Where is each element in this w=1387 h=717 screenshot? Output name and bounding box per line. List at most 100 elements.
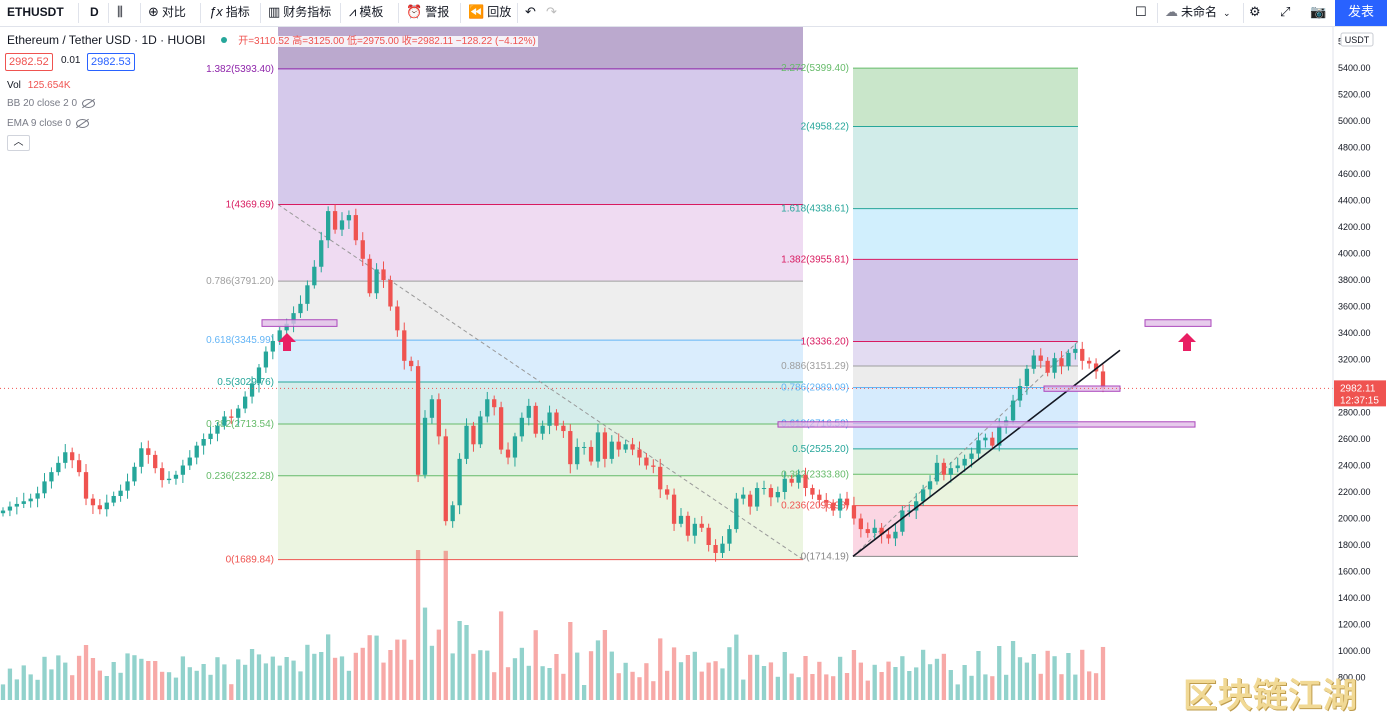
price-axis-tick: 3400.00 [1338,328,1371,338]
sell-price-box[interactable]: 2982.52 [5,53,53,71]
rewind-icon: ⏪ [468,4,485,19]
fx-icon: ƒx [209,4,223,19]
chart-style-button[interactable]: ⫼ [117,0,126,26]
candle-body [464,425,469,459]
candle-body [1100,371,1106,389]
volume-bar [844,673,850,700]
volume-bar [817,661,822,700]
toolbar-divider [1243,3,1244,23]
candle-body [837,498,843,511]
volume-bar [312,653,317,700]
candle-body [810,488,815,495]
currency-label: USDT [1345,35,1370,45]
price-axis-tick: 3800.00 [1338,275,1371,285]
candle-body [256,367,262,384]
fib-left-zone [278,340,803,383]
buy-price-box[interactable]: 2982.53 [87,53,135,71]
price-axis-tick: 2800.00 [1338,408,1371,418]
publish-button[interactable]: 发表 [1335,0,1387,26]
volume-bar [990,676,995,700]
financials-button[interactable]: ▥ 财务指标 [268,0,331,26]
bb-legend[interactable]: BB 20 close 2 0 [7,98,96,109]
chart-canvas[interactable]: 1.382(5393.40) 1(4369.69) 0.786(3791.20) 0.… [0,27,1387,708]
candle-body [782,478,787,492]
volume-bar [789,673,794,700]
volume-bar [1073,674,1078,700]
candle-body [927,481,933,490]
compare-button[interactable]: ⊕ 对比 [148,0,186,26]
fib-right-trendline [852,341,1079,557]
volume-bar [934,658,940,700]
volume-bar [858,662,864,700]
fib-right-level-label: 0.786(2989.09) [781,382,849,393]
highlight-box [1144,319,1212,327]
candle-body [229,416,234,418]
snapshot-button[interactable]: 📷 [1310,0,1329,26]
fib-left-level-label: 1.382(5393.40) [206,64,274,75]
alert-button[interactable]: ⏰ 警报 [406,0,449,26]
candle-body [222,416,227,426]
templates-button[interactable]: ⩘ 模板 [349,0,383,26]
candle-body [581,446,587,448]
candle-body [775,492,780,498]
fib-right-level-label: 0.382(2333.80) [781,469,849,480]
candle-body [1045,360,1050,373]
candle-body [907,510,912,512]
candle-body [139,448,144,467]
expand-icon: ⤢ [1280,4,1291,19]
candle-body [28,498,33,502]
volume-bar [865,680,870,700]
volume-bar [277,665,282,700]
settings-button[interactable]: ⚙ [1249,0,1264,26]
candle-body [132,466,137,482]
candle-body [976,440,981,454]
replay-button[interactable]: ⏪ 回放 [468,0,511,26]
candle-body [754,488,760,507]
candle-body [21,501,26,504]
candle-body [173,474,179,479]
volume-bar [997,646,1002,700]
toolbar-divider [460,3,461,23]
interval-button[interactable]: D [90,5,99,19]
volume-bar [42,656,47,700]
candle-body [1093,363,1099,372]
candle-body [436,399,441,437]
volume-bar [0,684,6,700]
volume-bar [90,658,96,700]
volume-bar [263,663,269,700]
candle-body [208,433,213,439]
volume-bar [422,607,428,700]
volume-bar [872,664,877,700]
symbol-search-button[interactable]: ETHUSDT [7,5,64,19]
candle-body [402,330,407,361]
volume-bar [1080,649,1085,700]
fullscreen-layout-button[interactable]: ☐ [1135,0,1150,26]
volume-bar [1010,641,1016,700]
candle-body [713,545,718,553]
volume-bar [436,629,441,700]
volume-bar [14,679,19,700]
candle-body [505,449,511,458]
volume-bar [83,645,89,700]
ema-legend[interactable]: EMA 9 close 0 [7,118,89,129]
spread-value: 0.01 [61,55,81,66]
layout-name-button[interactable]: ☁ 未命名 ⌄ [1165,0,1234,26]
legend-row: Ethereum / Tether USD · 1D · HUOBI 开=311… [7,32,538,47]
hidden-eye-icon[interactable] [75,118,89,128]
volume-bar [360,647,365,700]
candle-body [1059,358,1064,367]
indicators-button[interactable]: ƒx 指标 [209,0,250,26]
fullscreen-button[interactable]: ⤢ [1280,0,1293,26]
candle-body [236,408,241,418]
candle-body [914,501,919,511]
hidden-eye-icon[interactable] [82,98,96,108]
collapse-legend-button[interactable]: ︿ [7,135,30,151]
up-arrow-icon [1178,333,1196,351]
redo-button[interactable]: ↷ [546,0,560,26]
volume-bar [630,671,635,700]
candle-body [332,211,338,230]
candle-body [388,280,393,307]
undo-button[interactable]: ↶ [525,0,539,26]
candle-body [540,425,545,434]
volume-bar [907,671,912,700]
